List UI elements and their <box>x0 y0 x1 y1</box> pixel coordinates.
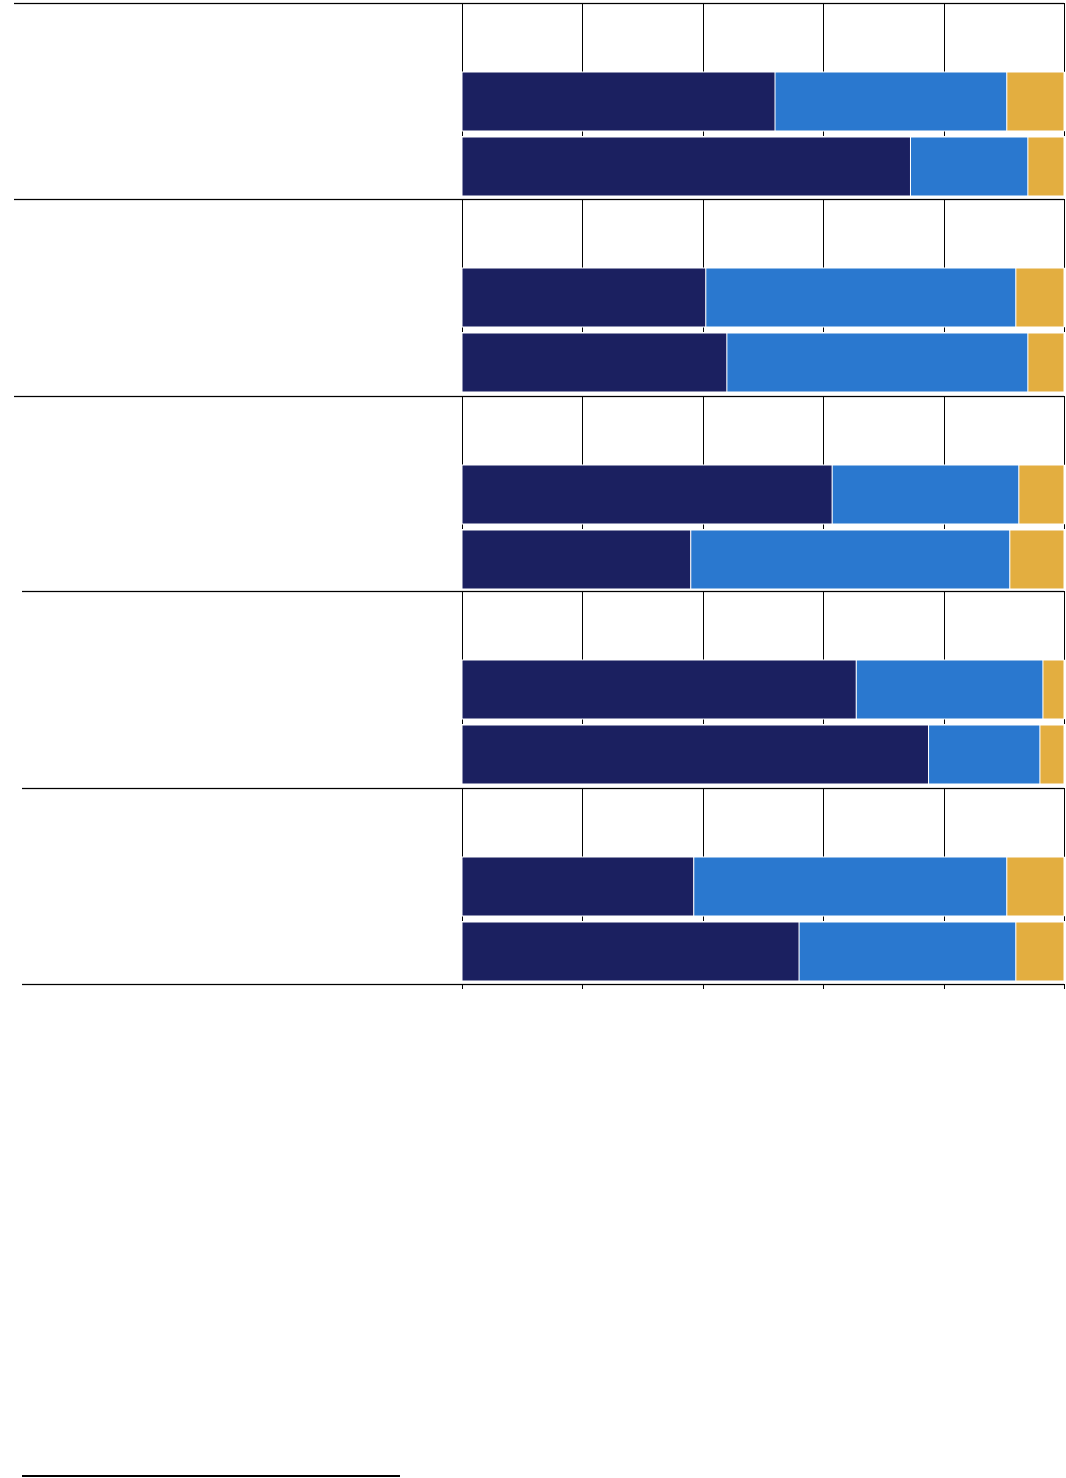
bar-segment <box>461 921 800 982</box>
bar-segment <box>705 267 1017 328</box>
bar-segment <box>690 529 1011 590</box>
bar-segment <box>1015 921 1065 982</box>
bar-segment <box>461 724 930 785</box>
bar-segment <box>774 71 1008 132</box>
bar-segment <box>461 529 692 590</box>
bar-segment <box>1042 659 1065 720</box>
bar-segment <box>461 856 695 917</box>
bar-segment <box>461 136 911 197</box>
bar-segment <box>693 856 1008 917</box>
footnote-rule <box>22 1475 400 1477</box>
bar-segment <box>1006 856 1065 917</box>
bar-segment <box>461 332 728 393</box>
bar-segment <box>1015 267 1065 328</box>
bar-segment <box>1018 464 1065 525</box>
bar-segment <box>461 267 707 328</box>
bar-segment <box>461 659 857 720</box>
bar-segment <box>1027 136 1065 197</box>
bar-segment <box>726 332 1029 393</box>
bar-segment <box>1039 724 1065 785</box>
bar-segment <box>461 464 833 525</box>
bar-segment <box>831 464 1020 525</box>
bar-segment <box>1009 529 1065 590</box>
bar-segment <box>855 659 1044 720</box>
bar-segment <box>461 71 776 132</box>
bar-segment <box>1006 71 1065 132</box>
bar-segment <box>1027 332 1065 393</box>
bar-segment <box>798 921 1017 982</box>
bar-segment <box>928 724 1041 785</box>
bar-segment <box>909 136 1029 197</box>
